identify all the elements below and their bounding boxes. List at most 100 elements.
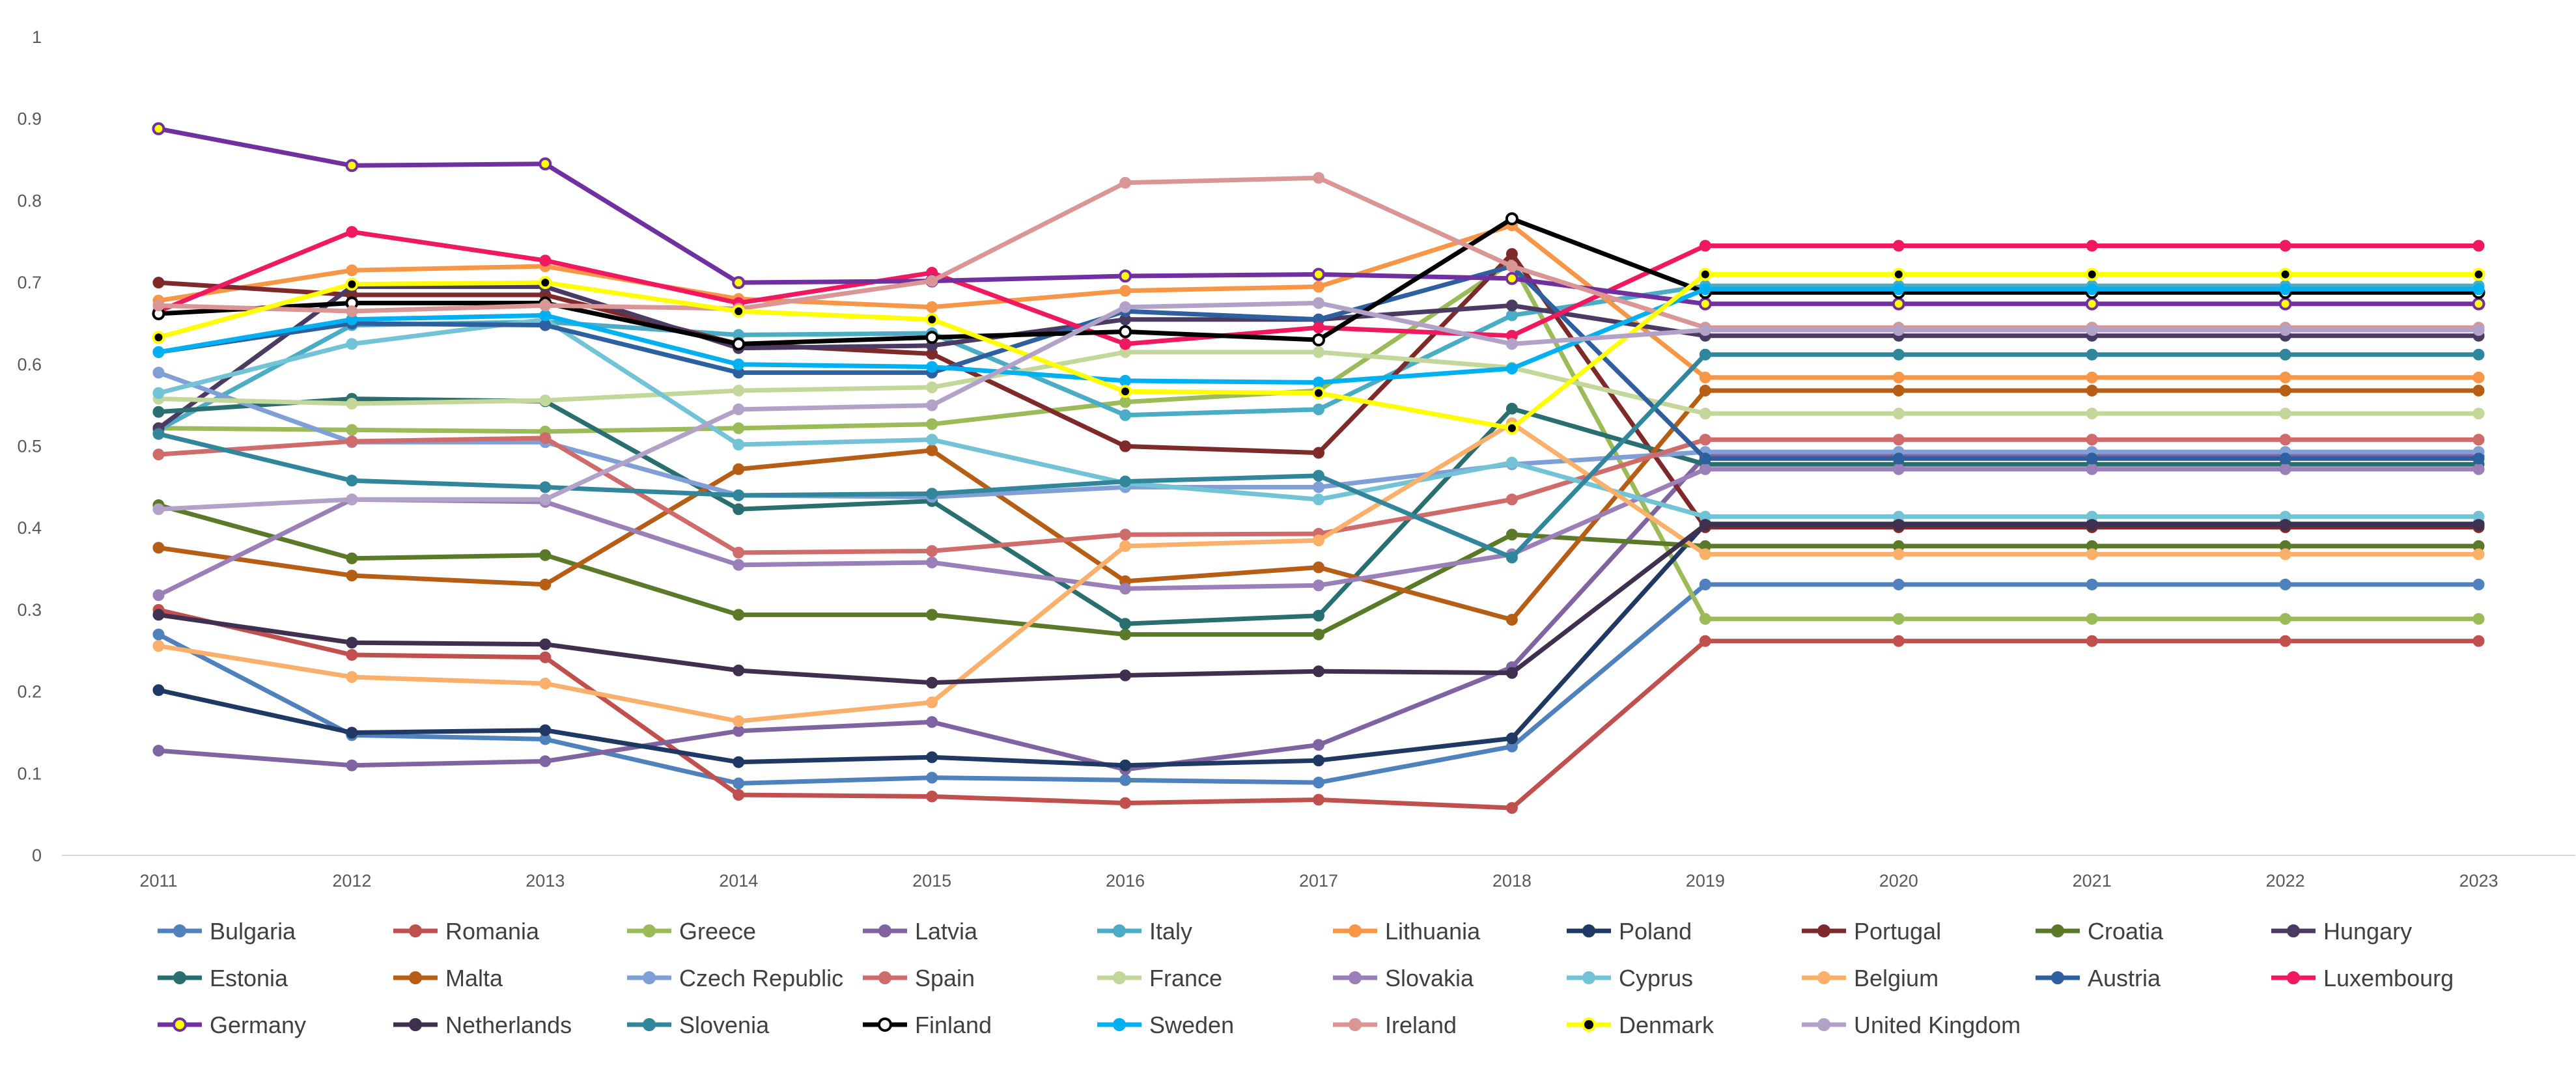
- data-point: [1699, 385, 1711, 396]
- legend-label: Bulgaria: [210, 918, 296, 945]
- data-point: [1313, 628, 1324, 641]
- data-point: [733, 422, 745, 434]
- legend-label: Denmark: [1619, 1012, 1715, 1038]
- legend-swatch-marker: [2051, 924, 2064, 937]
- data-point: [2472, 371, 2485, 383]
- x-tick-label: 2011: [139, 871, 177, 891]
- y-tick-label: 0.6: [17, 355, 42, 374]
- y-tick-label: 1: [32, 27, 42, 47]
- legend-label: Estonia: [210, 965, 288, 991]
- legend-label: Croatia: [2088, 918, 2164, 945]
- legend-item: Latvia: [863, 918, 978, 945]
- data-point: [1312, 333, 1325, 347]
- legend-label: Greece: [679, 918, 756, 945]
- legend-label: Italy: [1149, 918, 1192, 945]
- legend-item: Hungary: [2271, 918, 2412, 945]
- data-point: [539, 481, 552, 493]
- data-point: [926, 751, 938, 764]
- data-point: [1313, 297, 1324, 309]
- y-tick-label: 0.3: [17, 600, 42, 620]
- data-point: [1312, 386, 1325, 400]
- data-point: [1892, 385, 1905, 396]
- data-point: [2472, 283, 2485, 296]
- data-point: [2279, 371, 2291, 383]
- data-point: [1892, 268, 1905, 281]
- data-point: [2086, 463, 2098, 475]
- data-point: [2279, 548, 2291, 560]
- data-point: [1119, 385, 1132, 398]
- data-point: [152, 640, 165, 652]
- data-point: [1313, 579, 1324, 592]
- data-point: [2279, 385, 2291, 396]
- data-point: [733, 358, 745, 370]
- data-point: [2472, 297, 2485, 311]
- legend-label: Slovenia: [679, 1012, 770, 1038]
- data-point: [2086, 519, 2098, 531]
- legend-label: Germany: [210, 1012, 306, 1038]
- y-tick-label: 0: [32, 846, 42, 865]
- legend-swatch-marker: [1582, 971, 1595, 984]
- data-point: [346, 398, 358, 410]
- data-point: [2085, 297, 2099, 311]
- x-tick-label: 2013: [525, 871, 565, 891]
- data-point: [152, 745, 165, 757]
- data-point: [733, 385, 745, 396]
- data-point: [346, 264, 358, 277]
- data-point: [539, 651, 552, 663]
- data-point: [733, 403, 745, 415]
- data-point: [1892, 548, 1905, 560]
- legend-item: Malta: [393, 965, 503, 991]
- legend-label: Netherlands: [445, 1012, 572, 1038]
- data-point: [1119, 284, 1132, 297]
- legend-swatch-marker: [409, 1018, 422, 1031]
- data-point: [1313, 376, 1324, 389]
- series-slovenia: [152, 348, 2485, 564]
- data-point: [539, 157, 552, 171]
- data-point: [926, 557, 938, 568]
- legend-item: Bulgaria: [158, 918, 296, 945]
- data-point: [925, 331, 939, 344]
- legend-swatch-marker: [409, 971, 422, 984]
- legend-label: Romania: [445, 918, 540, 945]
- data-point: [926, 275, 938, 287]
- data-point: [1505, 248, 1518, 260]
- y-tick-label: 0.4: [17, 518, 42, 538]
- legend-label: Cyprus: [1619, 965, 1693, 991]
- data-point: [152, 387, 165, 399]
- data-point: [1505, 667, 1518, 679]
- data-point: [2279, 452, 2291, 465]
- data-point: [1313, 609, 1324, 622]
- legend-label: Belgium: [1854, 965, 1939, 991]
- data-point: [926, 676, 938, 689]
- data-point: [1699, 452, 1711, 465]
- data-point: [2472, 434, 2485, 446]
- data-point: [1313, 322, 1324, 334]
- data-point: [2472, 324, 2485, 336]
- data-point: [926, 361, 938, 373]
- data-point: [2472, 635, 2485, 647]
- data-point: [1313, 794, 1324, 806]
- data-point: [926, 418, 938, 430]
- data-point: [152, 406, 165, 418]
- data-point: [152, 609, 165, 621]
- data-point: [2472, 452, 2485, 465]
- data-point: [1313, 665, 1324, 678]
- chart-axes: 0 0.1 0.2 0.3 0.4 0.5 0.6 0.7 0.8 0.9 1 2011 2012 201…: [17, 27, 2575, 891]
- data-point: [539, 299, 552, 312]
- data-point: [152, 346, 165, 358]
- data-point: [2086, 283, 2098, 296]
- data-point: [1892, 635, 1905, 647]
- data-point: [2086, 548, 2098, 560]
- data-point: [346, 493, 358, 506]
- data-point: [926, 790, 938, 803]
- data-point: [346, 338, 358, 350]
- data-point: [733, 609, 745, 621]
- data-point: [926, 488, 938, 500]
- data-point: [539, 255, 552, 267]
- data-point: [1119, 618, 1132, 630]
- data-point: [1312, 268, 1325, 281]
- data-point: [346, 649, 358, 661]
- data-point: [539, 276, 552, 290]
- data-point: [1698, 297, 1712, 311]
